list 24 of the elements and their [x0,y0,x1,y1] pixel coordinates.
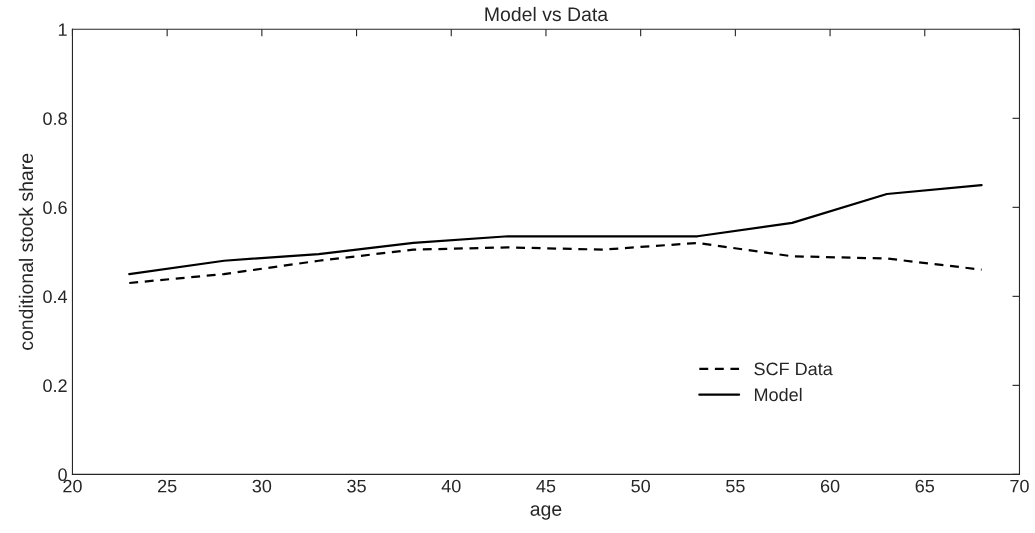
legend-label: SCF Data [754,362,833,376]
line-series [128,241,983,285]
x-tick-label: 70 [1010,479,1029,493]
x-tick-label: 40 [441,479,461,493]
x-tick-label: 25 [158,479,177,493]
x-tick-label: 30 [252,479,272,493]
y-tick-label: 0 [58,468,67,482]
legend-label: Model [754,387,802,402]
chart-title: Model vs Data [485,6,609,22]
x-tick-label: 65 [915,479,935,493]
line-series [128,183,983,276]
x-tick-label: 35 [347,479,366,493]
y-axis-title: conditional stock share [18,153,34,350]
y-tick-label: 0.6 [43,201,67,215]
x-tick-label: 55 [726,479,745,493]
x-tick-label: 20 [63,479,82,493]
y-tick-label: 0.2 [43,379,67,393]
x-tick-label: 50 [631,479,650,493]
y-tick-label: 0.4 [43,290,68,304]
x-tick-label: 60 [820,479,840,493]
y-tick-label: 1 [58,23,67,36]
y-tick-label: 0.8 [43,112,67,126]
x-axis-title: age [530,505,562,520]
x-tick-label: 45 [536,479,556,493]
